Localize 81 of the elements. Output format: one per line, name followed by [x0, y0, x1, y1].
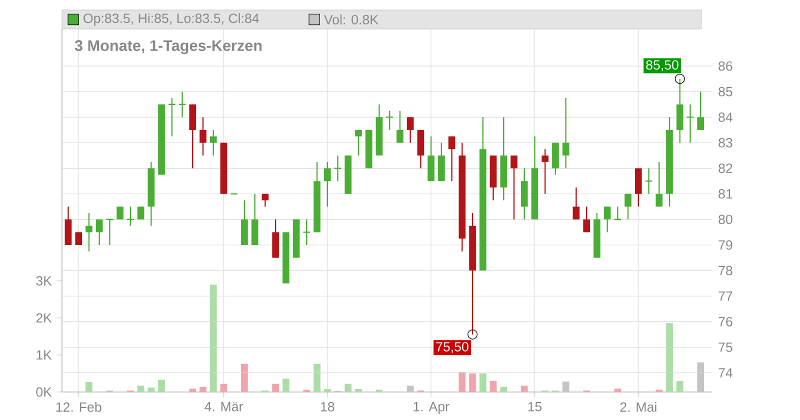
bar: [220, 384, 228, 392]
candlestick: [355, 129, 362, 156]
text: Vol: 0.8K: [324, 14, 378, 24]
candlestick: [334, 154, 342, 182]
bar: [137, 386, 144, 392]
y2-tick-label: 3K: [36, 276, 52, 286]
y-tick-label: 81: [718, 189, 732, 199]
bar: [272, 384, 279, 392]
candlestick: [96, 218, 103, 246]
bar: [344, 384, 352, 392]
candlestick: [406, 116, 414, 144]
bar: [210, 284, 217, 392]
y-tick-label: 75: [718, 342, 732, 352]
text: Op:83.5, Hi:85, Lo:83.5, Cl:84: [84, 13, 259, 26]
x-tick-label: 15: [528, 402, 542, 412]
candlestick: [604, 206, 611, 233]
y2-tick-label: 0K: [36, 387, 52, 397]
bar: [86, 382, 92, 392]
candlestick: [210, 129, 217, 156]
bar: [314, 364, 320, 392]
candlestick: [562, 97, 570, 169]
candlestick: [302, 218, 311, 246]
candlestick: [656, 161, 663, 208]
candlestick: [686, 104, 694, 144]
candlestick: [448, 136, 456, 182]
bar: [324, 389, 331, 392]
candlestick: [697, 91, 704, 131]
candlestick: [116, 206, 124, 220]
bar: [490, 380, 497, 392]
bar: [458, 372, 466, 392]
y-tick-label: 82: [718, 164, 732, 174]
x-tick-label: 18: [321, 402, 334, 412]
y-tick-label: 83: [718, 138, 732, 148]
y-tick-label: 80: [718, 214, 732, 224]
bar: [282, 378, 290, 392]
candlestick: [396, 110, 404, 144]
candlestick: [324, 161, 331, 208]
bar: [614, 388, 622, 392]
bar: [500, 386, 508, 392]
candlestick: [75, 232, 82, 246]
candlestick: [542, 148, 549, 194]
candlestick: [510, 154, 518, 220]
bar: [200, 386, 206, 392]
x-tick-label: 1. Apr: [414, 402, 450, 414]
text: 3 Monate, 1-Tages-Kerzen: [74, 40, 262, 54]
y-tick-label: 74: [718, 368, 732, 378]
y-tick-label: 77: [718, 292, 732, 301]
candlestick: [200, 116, 206, 156]
y-tick-label: 78: [718, 266, 732, 276]
x-tick-label: 4. Mär: [204, 402, 244, 412]
y2-tick-label: 1K: [36, 350, 52, 360]
y2-tick-label: 2K: [36, 313, 52, 323]
y-tick-label: 79: [718, 240, 732, 250]
candlestick: [137, 206, 144, 220]
bar: [666, 323, 673, 392]
bar: [697, 362, 704, 392]
candlestick: [86, 212, 92, 252]
bar: [520, 386, 528, 392]
y-tick-label: 86: [718, 61, 732, 71]
y-tick-label: 76: [718, 316, 732, 326]
bar: [148, 388, 155, 392]
candlestick: [624, 193, 632, 220]
candlestick: [572, 186, 580, 220]
x-tick-label: 12. Feb: [56, 402, 102, 412]
y-tick-label: 84: [718, 112, 732, 122]
bar: [469, 373, 476, 392]
bar: [676, 380, 684, 392]
bar: [562, 382, 570, 392]
y-tick-label: 85: [718, 86, 732, 96]
candlestick: [262, 193, 269, 208]
bar: [406, 386, 414, 392]
bar: [189, 388, 196, 392]
x-tick-label: 2. Mai: [620, 402, 656, 412]
bar: [158, 380, 165, 392]
bar: [479, 373, 486, 392]
bar: [241, 364, 248, 392]
bar: [355, 389, 362, 392]
annotation: 75,50: [436, 342, 468, 354]
candlestick: [386, 110, 394, 131]
candlestick: [583, 206, 590, 233]
annotation: 85,50: [646, 60, 678, 72]
